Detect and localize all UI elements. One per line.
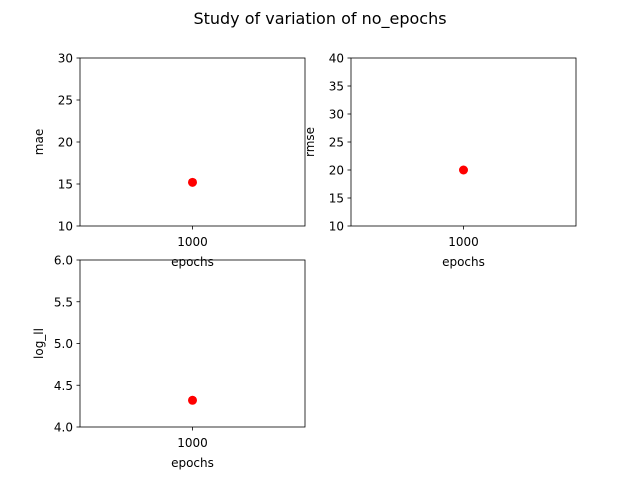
x-tick-label: 1000 [177,235,208,249]
x-axis-label: epochs [171,456,214,470]
y-axis-label: rmse [303,127,317,157]
y-tick-label: 20 [329,164,344,178]
y-tick-label: 10 [329,220,344,234]
data-point [188,395,197,405]
y-tick-label: 30 [58,52,73,66]
y-tick-label: 4.5 [54,379,73,393]
y-tick-label: 6.0 [54,254,73,268]
y-tick-label: 30 [329,108,344,122]
y-tick-label: 10 [58,220,73,234]
data-point [459,165,468,175]
y-tick-label: 35 [329,80,344,94]
y-tick-label: 5.0 [54,337,73,351]
y-tick-label: 40 [329,52,344,66]
y-axis-label: mae [32,129,46,155]
x-axis-label: epochs [442,255,485,269]
data-point [188,177,197,187]
y-tick-label: 25 [58,94,73,108]
y-axis-label: log_ll [32,328,46,359]
y-tick-label: 15 [329,192,344,206]
subplot-mae: 10 15 20 25 30 1000 epochs mae [32,52,306,269]
y-tick-label: 20 [58,136,73,150]
y-tick-label: 4.0 [54,421,73,435]
figure-title: Study of variation of no_epochs [193,9,446,29]
subplot-rmse: 10 15 20 25 30 35 40 1000 epochs rmse [303,52,577,269]
y-tick-label: 5.5 [54,295,73,309]
axes-frame [350,57,577,227]
y-tick-label: 25 [329,136,344,150]
x-tick-label: 1000 [177,436,208,450]
x-tick-label: 1000 [448,235,479,249]
axes-frame [79,57,306,227]
x-axis-label: epochs [171,255,214,269]
y-tick-label: 15 [58,178,73,192]
subplot-log_ll: 4.0 4.5 5.0 5.5 6.0 1000 epochs log_ll [32,254,306,470]
